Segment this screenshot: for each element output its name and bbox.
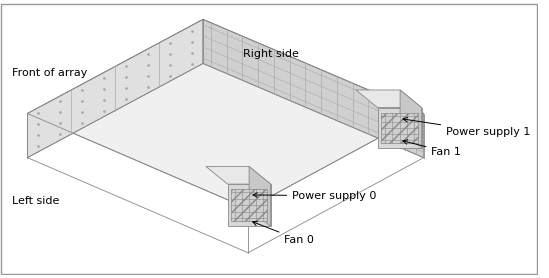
Text: Power supply 0: Power supply 0 [253,191,377,201]
Polygon shape [27,19,424,208]
Polygon shape [249,167,271,226]
Polygon shape [227,184,271,226]
Text: Fan 0: Fan 0 [253,221,314,245]
Polygon shape [382,113,418,143]
Polygon shape [378,108,422,148]
Polygon shape [232,189,267,221]
Text: Power supply 1: Power supply 1 [403,118,530,137]
Polygon shape [27,19,203,158]
Polygon shape [206,167,271,184]
Text: Fan 1: Fan 1 [403,140,461,157]
Text: Right side: Right side [243,49,299,59]
Text: Front of array: Front of array [12,68,87,78]
Text: Left side: Left side [12,196,59,206]
Polygon shape [203,19,424,158]
Polygon shape [356,90,422,108]
Polygon shape [400,90,422,148]
